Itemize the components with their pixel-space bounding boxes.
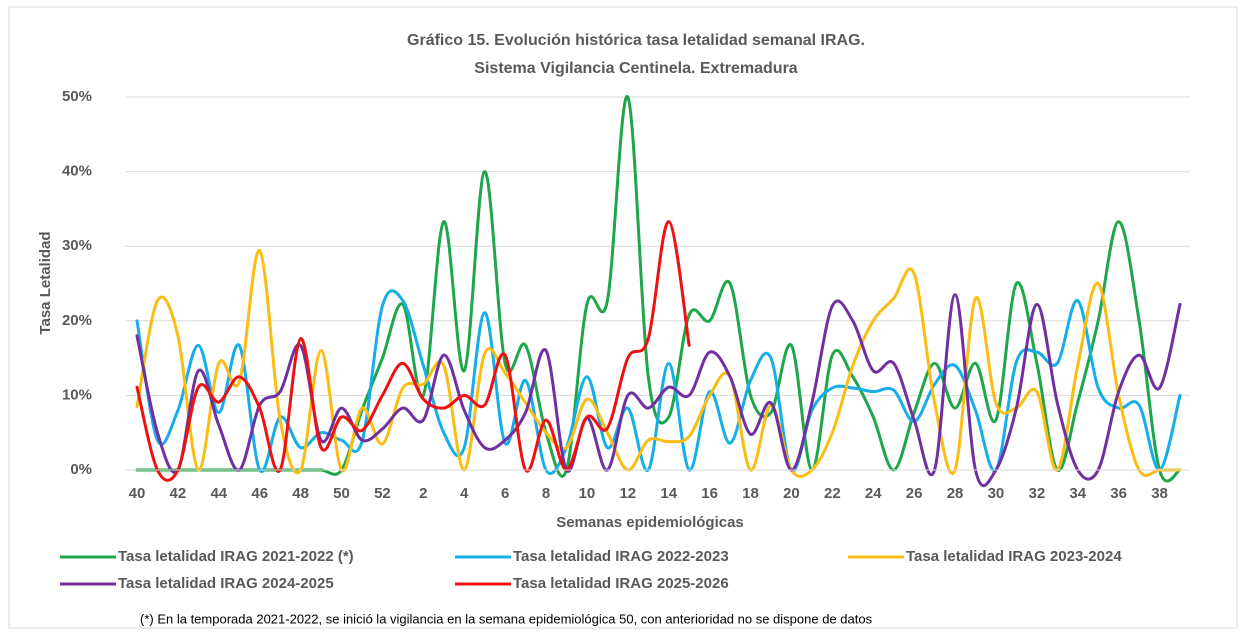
- x-tick-label: 4: [460, 485, 469, 502]
- x-tick-label: 20: [783, 485, 800, 502]
- x-tick-label: 28: [947, 485, 964, 502]
- x-tick-label: 42: [170, 485, 187, 502]
- y-tick-label: 20%: [62, 312, 92, 329]
- x-tick-label: 34: [1069, 485, 1086, 502]
- x-tick-label: 48: [292, 485, 309, 502]
- x-tick-label: 24: [865, 485, 882, 502]
- y-axis-title: Tasa Letalidad: [37, 231, 54, 334]
- chart-title: Gráfico 15. Evolución histórica tasa let…: [407, 32, 865, 49]
- x-tick-label: 38: [1151, 485, 1168, 502]
- x-tick-label: 2: [419, 485, 427, 502]
- series-line: [135, 249, 1182, 478]
- x-tick-label: 46: [251, 485, 268, 502]
- x-axis-title: Semanas epidemiológicas: [556, 514, 744, 531]
- y-tick-label: 10%: [62, 386, 92, 403]
- x-tick-label: 16: [701, 485, 718, 502]
- x-tick-label: 40: [129, 485, 146, 502]
- y-tick-label: 30%: [62, 237, 92, 254]
- x-tick-label: 44: [210, 485, 227, 502]
- x-tick-label: 10: [579, 485, 596, 502]
- chart-subtitle: Sistema Vigilancia Centinela. Extremadur…: [474, 60, 797, 77]
- legend-label: Tasa letalidad IRAG 2024-2025: [118, 575, 334, 592]
- chart-border: [8, 6, 1238, 629]
- x-tick-label: 32: [1028, 485, 1045, 502]
- x-tick-label: 18: [742, 485, 759, 502]
- x-tick-label: 36: [1110, 485, 1127, 502]
- x-tick-label: 12: [619, 485, 636, 502]
- x-tick-label: 6: [501, 485, 509, 502]
- x-tick-label: 8: [542, 485, 550, 502]
- y-tick-label: 40%: [62, 163, 92, 180]
- x-tick-label: 30: [988, 485, 1005, 502]
- y-tick-label: 0%: [70, 461, 92, 478]
- y-tick-label: 50%: [62, 88, 92, 105]
- x-tick-label: 14: [660, 485, 677, 502]
- x-tick-label: 22: [824, 485, 841, 502]
- x-tick-label: 26: [906, 485, 923, 502]
- series-line: [135, 220, 691, 482]
- legend-label: Tasa letalidad IRAG 2022-2023: [513, 548, 729, 565]
- legend-label: Tasa letalidad IRAG 2021-2022 (*): [118, 548, 354, 565]
- footnote: (*) En la temporada 2021-2022, se inició…: [140, 611, 873, 626]
- x-tick-label: 52: [374, 485, 391, 502]
- legend-label: Tasa letalidad IRAG 2025-2026: [513, 575, 729, 592]
- x-tick-label: 50: [333, 485, 350, 502]
- legend-label: Tasa letalidad IRAG 2023-2024: [906, 548, 1122, 565]
